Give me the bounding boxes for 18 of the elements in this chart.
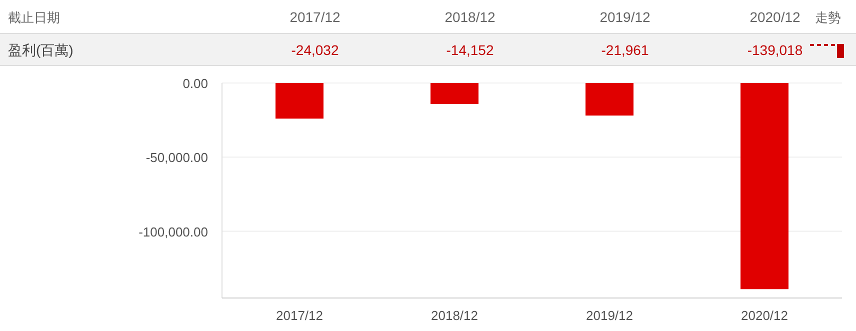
x-tick-label: 2017/12 — [276, 308, 323, 323]
category-label: 2017/12 — [290, 9, 340, 25]
category-label: 2019/12 — [600, 9, 650, 25]
text: 走勢 — [815, 10, 841, 25]
x-tick-label: 2020/12 — [741, 308, 788, 323]
text: 截止日期 — [8, 10, 60, 25]
data-label: -24,032 — [291, 42, 339, 58]
data-label: -139,018 — [747, 42, 803, 58]
y-tick-label: 0.00 — [182, 76, 208, 91]
x-tick-label: 2018/12 — [431, 308, 478, 323]
text: 盈利(百萬) — [8, 42, 74, 58]
category-label: 2018/12 — [444, 9, 496, 25]
category-label: 2020/12 — [750, 9, 800, 25]
y-tick-label: -50,000.00 — [146, 150, 208, 166]
data-label: -14,152 — [446, 42, 494, 58]
y-tick-label: -100,000.00 — [138, 224, 208, 240]
data-label: -21,961 — [601, 42, 649, 58]
x-tick-label: 2019/12 — [586, 308, 633, 323]
